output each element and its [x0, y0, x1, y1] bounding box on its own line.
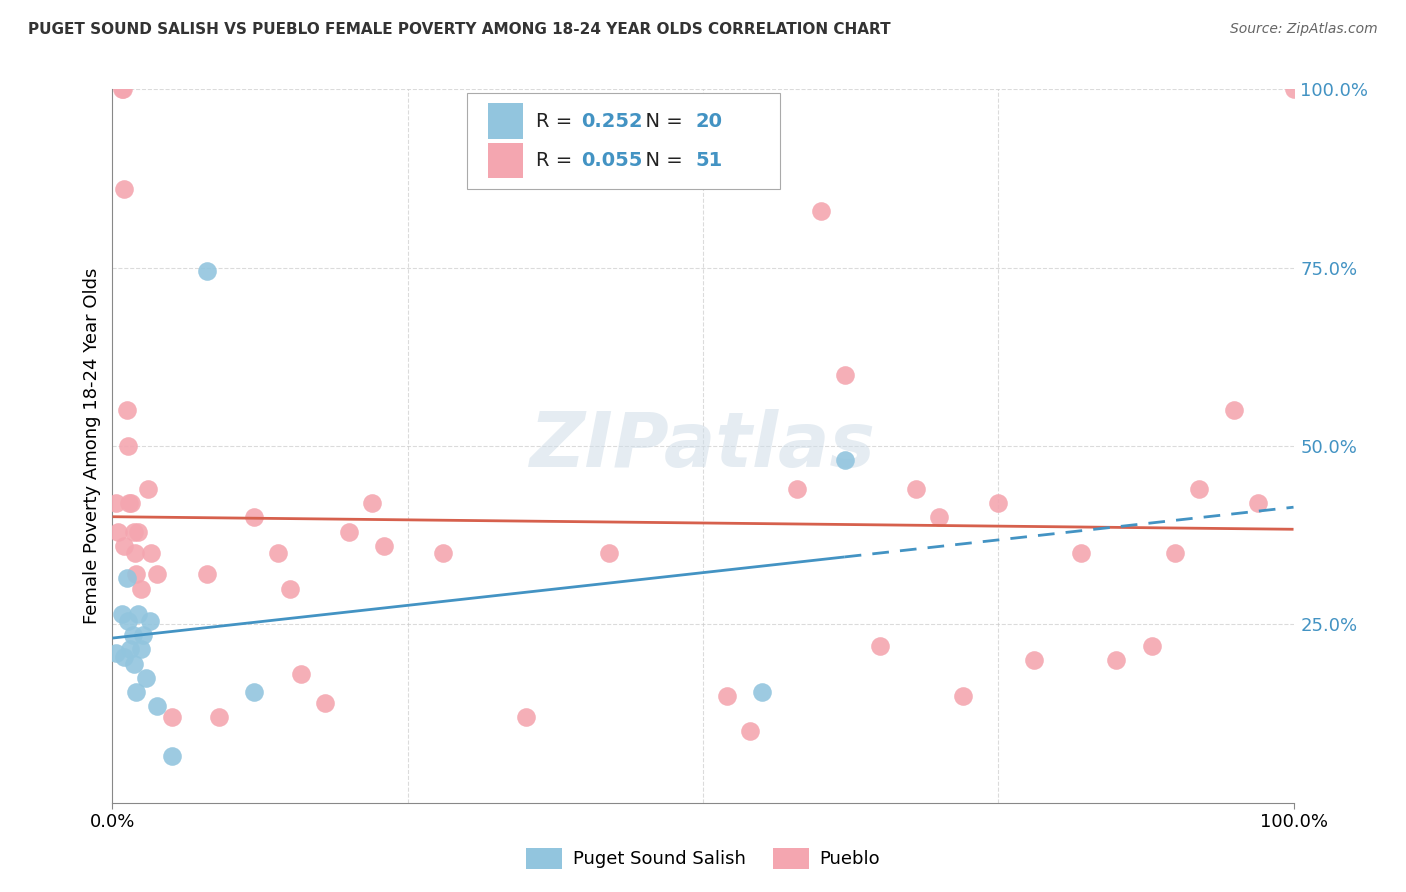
- Point: [195, 264, 218, 278]
- Point: [105, 496, 128, 510]
- Point: [139, 614, 162, 628]
- Point: [1164, 546, 1187, 560]
- Point: [111, 607, 134, 621]
- Point: [112, 82, 135, 96]
- Point: [869, 639, 891, 653]
- FancyBboxPatch shape: [488, 103, 523, 139]
- Point: [115, 403, 138, 417]
- Point: [786, 482, 808, 496]
- Point: [122, 657, 145, 671]
- Point: [1188, 482, 1211, 496]
- Point: [904, 482, 927, 496]
- Point: [105, 646, 128, 660]
- Point: [208, 710, 231, 724]
- Point: [751, 685, 773, 699]
- Point: [120, 642, 142, 657]
- Point: [118, 496, 141, 510]
- Point: [1223, 403, 1246, 417]
- Text: 20: 20: [696, 112, 723, 131]
- Point: [267, 546, 290, 560]
- Point: [132, 628, 155, 642]
- Point: [1282, 82, 1305, 96]
- Point: [337, 524, 360, 539]
- Point: [598, 546, 620, 560]
- Point: [129, 582, 152, 596]
- Point: [314, 696, 336, 710]
- Point: [160, 710, 183, 724]
- Text: PUGET SOUND SALISH VS PUEBLO FEMALE POVERTY AMONG 18-24 YEAR OLDS CORRELATION CH: PUGET SOUND SALISH VS PUEBLO FEMALE POVE…: [28, 22, 891, 37]
- Point: [987, 496, 1010, 510]
- Point: [1247, 496, 1270, 510]
- Point: [834, 453, 856, 467]
- Point: [127, 524, 149, 539]
- Point: [107, 524, 129, 539]
- Point: [1022, 653, 1045, 667]
- Point: [141, 546, 163, 560]
- Legend: Puget Sound Salish, Pueblo: Puget Sound Salish, Pueblo: [519, 840, 887, 876]
- Point: [135, 671, 157, 685]
- Point: [121, 628, 143, 642]
- Point: [515, 710, 537, 724]
- Text: R =: R =: [537, 151, 579, 170]
- Point: [125, 567, 148, 582]
- Point: [112, 182, 135, 196]
- Point: [115, 571, 138, 585]
- Point: [136, 482, 159, 496]
- Text: N =: N =: [633, 112, 689, 131]
- Point: [810, 203, 832, 218]
- Point: [952, 689, 974, 703]
- Point: [716, 689, 738, 703]
- Point: [160, 749, 183, 764]
- Point: [127, 607, 149, 621]
- Point: [117, 614, 139, 628]
- Text: R =: R =: [537, 112, 579, 131]
- Text: Source: ZipAtlas.com: Source: ZipAtlas.com: [1230, 22, 1378, 37]
- Text: 0.055: 0.055: [581, 151, 643, 170]
- Point: [361, 496, 384, 510]
- Point: [146, 699, 169, 714]
- Point: [928, 510, 950, 524]
- Point: [290, 667, 312, 681]
- Point: [1140, 639, 1163, 653]
- Y-axis label: Female Poverty Among 18-24 Year Olds: Female Poverty Among 18-24 Year Olds: [83, 268, 101, 624]
- Point: [112, 539, 135, 553]
- Point: [243, 510, 266, 524]
- Text: N =: N =: [633, 151, 689, 170]
- Point: [243, 685, 266, 699]
- Point: [1070, 546, 1092, 560]
- Point: [278, 582, 301, 596]
- Point: [432, 546, 454, 560]
- Point: [740, 724, 762, 739]
- Point: [146, 567, 169, 582]
- Point: [117, 439, 139, 453]
- Text: ZIPatlas: ZIPatlas: [530, 409, 876, 483]
- Point: [120, 496, 142, 510]
- Point: [1105, 653, 1128, 667]
- Point: [125, 685, 148, 699]
- FancyBboxPatch shape: [488, 143, 523, 178]
- Point: [124, 546, 146, 560]
- Point: [373, 539, 395, 553]
- Point: [122, 524, 145, 539]
- Point: [195, 567, 218, 582]
- Point: [129, 642, 152, 657]
- Text: 0.252: 0.252: [581, 112, 643, 131]
- FancyBboxPatch shape: [467, 93, 780, 189]
- Point: [112, 649, 135, 664]
- Text: 51: 51: [696, 151, 723, 170]
- Point: [111, 82, 134, 96]
- Point: [834, 368, 856, 382]
